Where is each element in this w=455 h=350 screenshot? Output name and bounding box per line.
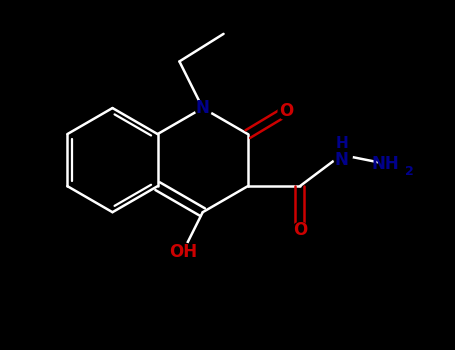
Text: OH: OH xyxy=(169,243,197,261)
Text: 2: 2 xyxy=(405,165,414,178)
Text: O: O xyxy=(293,222,307,239)
Text: N: N xyxy=(334,151,349,169)
Text: H: H xyxy=(335,136,348,152)
Text: N: N xyxy=(196,99,210,117)
Text: O: O xyxy=(278,102,293,120)
Text: NH: NH xyxy=(371,155,399,173)
